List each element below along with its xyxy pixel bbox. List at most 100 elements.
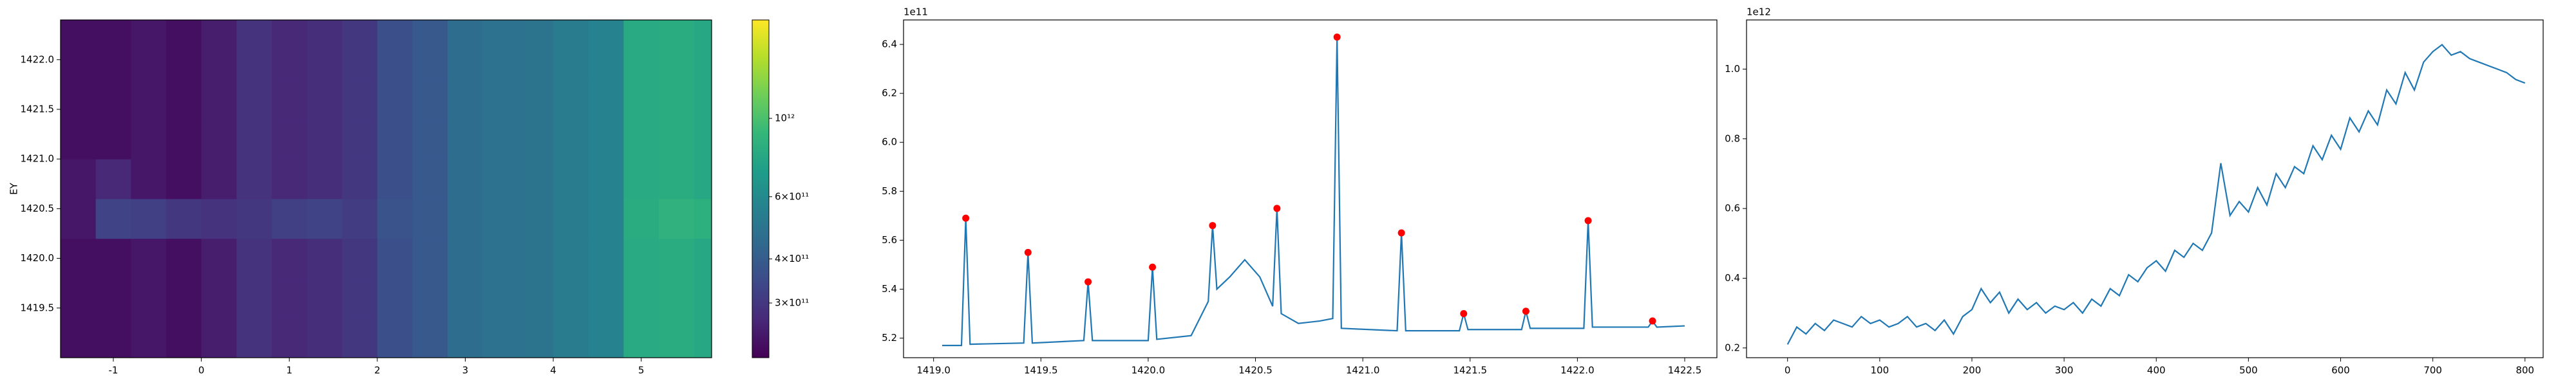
peak-marker	[1522, 308, 1530, 315]
heatmap-cell	[482, 20, 518, 80]
x-tick-label: 0	[198, 365, 205, 376]
peak-marker	[1149, 263, 1157, 271]
heatmap-cell	[448, 318, 484, 358]
y-tick-label: 5.4	[882, 283, 897, 295]
heatmap-cell	[95, 159, 131, 199]
colorbar-tick-label: 4×10¹¹	[775, 253, 809, 264]
heatmap-cell	[236, 159, 272, 199]
panel: 1e12 0 100 200 300 400 500 600 700 800 0.2 0.4 0.6 0.…	[1725, 6, 2544, 376]
heatmap-cell	[553, 318, 589, 358]
heatmap-cell	[307, 198, 343, 239]
heatmap-cell	[659, 159, 695, 199]
x-tick-label: 0	[1785, 365, 1791, 376]
heatmap-cell	[659, 278, 695, 318]
heatmap-cell	[271, 20, 308, 80]
heatmap-cell	[412, 119, 448, 160]
y-tick-label: 5.6	[882, 234, 897, 246]
heatmap-cell	[61, 198, 97, 239]
heatmap-cell	[623, 198, 659, 239]
heatmap-cell	[694, 198, 712, 239]
y-tick-label: 1422.0	[21, 53, 55, 65]
heatmap-cell	[166, 238, 202, 279]
heatmap-cell	[518, 238, 554, 279]
heatmap-cell	[166, 119, 202, 160]
y-tick-label: 1420.0	[21, 252, 55, 264]
panel: 1e11 1419.0 1419.5 1420.0 1420.5 1421.0 1421.5…	[882, 6, 1718, 376]
heatmap-cell	[166, 20, 202, 80]
heatmap-cell	[377, 159, 413, 199]
y-offset-label: 1e11	[904, 6, 928, 18]
heatmap-cell	[131, 318, 167, 358]
heatmap-cell	[553, 159, 589, 199]
heatmap-cell	[377, 20, 413, 80]
heatmap-cell	[553, 238, 589, 279]
heatmap-cell	[131, 20, 167, 80]
heatmap-cell	[412, 318, 448, 358]
heatmap-cell	[95, 198, 131, 239]
x-tick-label: 800	[2515, 365, 2534, 376]
x-tick-label: 1419.0	[916, 365, 951, 376]
heatmap-cell	[201, 238, 237, 279]
x-tick-label: 3	[462, 365, 469, 376]
heatmap-cell	[448, 119, 484, 160]
x-tick-label: 300	[2055, 365, 2074, 376]
heatmap-cell	[201, 79, 237, 120]
y-tick-label: 5.2	[882, 332, 897, 344]
heatmap-cell	[518, 20, 554, 80]
y-tick-label: 6.0	[882, 136, 897, 148]
heatmap-cell	[623, 278, 659, 318]
heatmap-cell	[588, 278, 624, 318]
heatmap-cell	[342, 318, 378, 358]
x-tick-label: 2	[374, 365, 381, 376]
heatmap-cell	[342, 20, 378, 80]
heatmap-cell	[271, 119, 308, 160]
heatmap-cell	[623, 79, 659, 120]
x-tick-label: 500	[2239, 365, 2258, 376]
x-tick-label: 1420.5	[1238, 365, 1273, 376]
y-tick-label: 1421.5	[21, 103, 55, 115]
y-tick-label: 0.8	[1725, 133, 1740, 144]
heatmap-cell	[95, 20, 131, 80]
heatmap-cell	[166, 79, 202, 120]
heatmap-cell	[659, 119, 695, 160]
panel: EY 3×10¹¹ 4×10¹¹ 6×10¹¹ 10¹² -1 0 1 2 3 4 5 1419.5 14…	[8, 19, 809, 376]
peak-marker	[1333, 33, 1341, 41]
heatmap-cell	[236, 278, 272, 318]
y-axis-label: EY	[8, 182, 20, 194]
heatmap-cell	[448, 20, 484, 80]
heatmap-cell	[448, 159, 484, 199]
heatmap-cell	[377, 119, 413, 160]
heatmap-cell	[694, 238, 712, 279]
heatmap-cell	[271, 278, 308, 318]
heatmap-cell	[518, 119, 554, 160]
heatmap-cell	[377, 318, 413, 358]
heatmap-cell	[61, 20, 97, 80]
peak-marker	[1584, 217, 1592, 225]
x-tick-label: 1421.0	[1346, 365, 1380, 376]
heatmap-cell	[482, 79, 518, 120]
heatmap-cell	[694, 278, 712, 318]
heatmap-cell	[61, 318, 97, 358]
x-tick-label: 100	[1871, 365, 1889, 376]
peak-marker	[1460, 310, 1468, 318]
x-tick-label: 600	[2331, 365, 2350, 376]
heatmap-cell	[588, 159, 624, 199]
data-line	[942, 37, 1685, 347]
heatmap-cell	[623, 119, 659, 160]
heatmap-cell	[448, 238, 484, 279]
heatmap-cell	[553, 119, 589, 160]
peak-marker	[1649, 317, 1656, 325]
heatmap-cell	[236, 20, 272, 80]
heatmap-cell	[61, 278, 97, 318]
heatmap-cell	[61, 159, 97, 199]
y-tick-label: 0.4	[1725, 272, 1740, 284]
heatmap-cell	[694, 20, 712, 80]
heatmap-cell	[61, 238, 97, 279]
heatmap-cell	[518, 278, 554, 318]
heatmap-cell	[166, 278, 202, 318]
heatmap-cell	[131, 238, 167, 279]
y-tick-label: 0.2	[1725, 342, 1740, 353]
heatmap-cell	[482, 238, 518, 279]
heatmap-cell	[518, 198, 554, 239]
